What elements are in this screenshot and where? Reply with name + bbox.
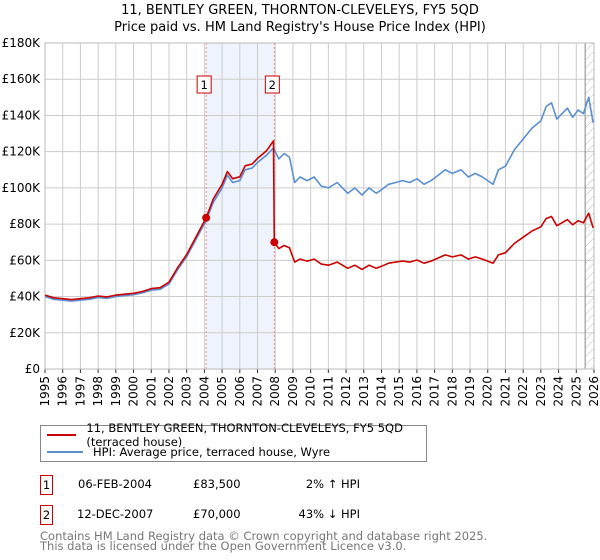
x-tick-label: 2003 bbox=[180, 376, 194, 407]
sale-point bbox=[270, 238, 279, 247]
x-tick-label: 2022 bbox=[516, 376, 530, 407]
x-tick-label: 2006 bbox=[233, 376, 247, 407]
y-tick-label: £80K bbox=[9, 217, 41, 231]
y-tick-label: £160K bbox=[2, 72, 42, 86]
y-tick-label: £60K bbox=[9, 253, 41, 267]
x-tick-label: 2023 bbox=[534, 376, 548, 407]
legend-item-property: 11, BENTLEY GREEN, THORNTON-CLEVELEYS, F… bbox=[47, 421, 426, 449]
legend: 11, BENTLEY GREEN, THORNTON-CLEVELEYS, F… bbox=[40, 421, 427, 462]
y-tick-label: £40K bbox=[9, 290, 41, 304]
x-tick-label: 2004 bbox=[197, 376, 211, 407]
price-chart: 1995 1996 1997 1998 1999 2000 2001 2002 2003 2004… bbox=[2, 36, 600, 407]
x-tick-label: 2015 bbox=[392, 376, 406, 407]
x-tick-label: 2008 bbox=[268, 376, 282, 407]
x-tick-label: 1997 bbox=[73, 376, 87, 407]
x-tick-label: 2005 bbox=[215, 376, 229, 407]
sale-date: 06-FEB-2004 bbox=[78, 477, 152, 491]
x-tick-label: 1996 bbox=[56, 376, 70, 407]
x-tick-label: 2002 bbox=[162, 376, 176, 407]
x-tick-label: 2021 bbox=[498, 376, 512, 407]
sale-date: 12-DEC-2007 bbox=[77, 507, 154, 521]
sale-point bbox=[202, 213, 211, 222]
x-tick-label: 2012 bbox=[339, 376, 353, 407]
hpi-line bbox=[44, 96, 594, 302]
x-tick-label: 2019 bbox=[463, 376, 477, 407]
x-tick-label: 2017 bbox=[428, 376, 442, 407]
x-tick-label: 2009 bbox=[286, 376, 300, 407]
legend-label-hpi: HPI: Average price, terraced house, Wyre bbox=[93, 445, 331, 459]
y-tick-label: £180K bbox=[2, 36, 42, 50]
x-tick-label: 2020 bbox=[481, 376, 495, 407]
x-tick-label: 2000 bbox=[127, 376, 141, 407]
x-tick-label: 1998 bbox=[91, 376, 105, 407]
legend-item-hpi: HPI: Average price, terraced house, Wyre bbox=[47, 444, 330, 460]
x-tick-label: 2016 bbox=[410, 376, 424, 407]
x-tick-label: 1995 bbox=[38, 376, 52, 407]
sale-marker-box bbox=[196, 75, 212, 94]
sale-number-badge: 1 bbox=[40, 475, 53, 495]
sale-marker-label: 1 bbox=[200, 78, 207, 92]
x-tick-label: 2007 bbox=[251, 376, 265, 407]
x-tick-label: 2026 bbox=[587, 376, 600, 407]
x-tick-label: 2014 bbox=[374, 376, 388, 407]
sale-marker-label: 2 bbox=[269, 78, 276, 92]
property-price-line bbox=[44, 140, 594, 301]
y-tick-label: £140K bbox=[2, 108, 42, 122]
chart-title-line1: 11, BENTLEY GREEN, THORNTON-CLEVELEYS, F… bbox=[121, 3, 479, 18]
y-tick-label: £120K bbox=[2, 145, 42, 159]
sale-hpi-diff: 43% ↓ HPI bbox=[298, 507, 360, 521]
legend-label-property: 11, BENTLEY GREEN, THORNTON-CLEVELEYS, F… bbox=[86, 421, 403, 449]
y-tick-label: £100K bbox=[2, 181, 42, 195]
x-tick-label: 2013 bbox=[357, 376, 371, 407]
x-tick-label: 2024 bbox=[552, 376, 566, 407]
x-tick-label: 2018 bbox=[445, 376, 459, 407]
sale-number-badge: 2 bbox=[40, 505, 53, 525]
y-tick-label: £0 bbox=[25, 362, 40, 376]
x-tick-label: 2011 bbox=[321, 376, 335, 407]
x-tick-label: 2025 bbox=[569, 376, 583, 407]
footer-copyright: Contains HM Land Registry data © Crown c… bbox=[40, 529, 488, 543]
sale-price: £70,000 bbox=[193, 507, 241, 521]
footer-licence: This data is licensed under the Open Gov… bbox=[40, 539, 407, 553]
x-tick-label: 2001 bbox=[144, 376, 158, 407]
x-tick-label: 1999 bbox=[109, 376, 123, 407]
sale-row: 1 06-FEB-2004 £83,500 2% ↑ HPI bbox=[40, 475, 440, 495]
chart-title-line2: Price paid vs. HM Land Registry's House … bbox=[114, 20, 486, 35]
plot-frame bbox=[44, 42, 595, 370]
red-line-swatch bbox=[47, 434, 77, 436]
x-tick-label: 2010 bbox=[304, 376, 318, 407]
sale-hpi-diff: 2% ↑ HPI bbox=[305, 477, 360, 491]
forecast-hatch bbox=[585, 43, 594, 369]
sale-marker-box bbox=[264, 75, 280, 94]
footer: Contains HM Land Registry data © Crown c… bbox=[40, 529, 488, 553]
blue-line-swatch bbox=[47, 451, 83, 453]
y-tick-label: £20K bbox=[9, 326, 41, 340]
sale-row: 2 12-DEC-2007 £70,000 43% ↓ HPI bbox=[40, 505, 440, 525]
sale-price: £83,500 bbox=[193, 477, 241, 491]
